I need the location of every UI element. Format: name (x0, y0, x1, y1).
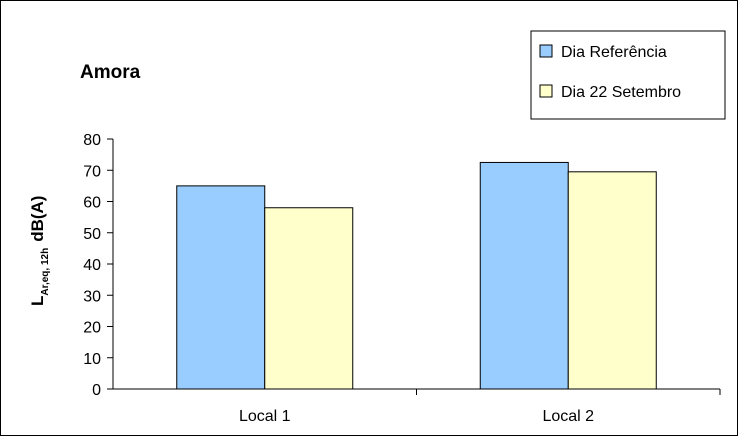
y-tick-label: 70 (83, 163, 101, 180)
y-tick-label: 10 (83, 351, 101, 368)
y-tick-label: 80 (83, 132, 101, 149)
bar-referencia (176, 185, 266, 390)
x-category-label: Local 2 (542, 408, 594, 425)
legend: Dia Referência Dia 22 Setembro (530, 30, 726, 120)
legend-label: Dia 22 Setembro (561, 84, 681, 101)
bar-setembro (264, 207, 354, 390)
y-tick-label: 0 (92, 382, 101, 399)
y-axis-label-subscript: Ar,eq, 12h (40, 248, 51, 296)
legend-swatch (539, 84, 553, 98)
y-tick-label: 50 (83, 226, 101, 243)
y-ticks-group: 0 10 20 30 40 50 60 70 80 (83, 132, 113, 399)
y-tick-label: 60 (83, 195, 101, 212)
bar-setembro (567, 171, 657, 390)
chart-title: Amora (80, 62, 141, 83)
bar-referencia (479, 161, 569, 390)
y-tick-label: 40 (83, 257, 101, 274)
legend-box (530, 30, 726, 120)
y-axis-label: LAr,eq, 12h dB(A) (28, 196, 51, 306)
legend-label: Dia Referência (561, 44, 667, 61)
legend-swatch (539, 44, 553, 58)
y-tick-label: 30 (83, 288, 101, 305)
bars-group (176, 161, 657, 390)
y-axis-label-unit: dB(A) (28, 196, 47, 242)
y-axis-label-main: L (28, 296, 47, 306)
x-category-label: Local 1 (239, 408, 291, 425)
y-tick-label: 20 (83, 320, 101, 337)
x-categories-group: Local 1 Local 2 (239, 389, 721, 425)
